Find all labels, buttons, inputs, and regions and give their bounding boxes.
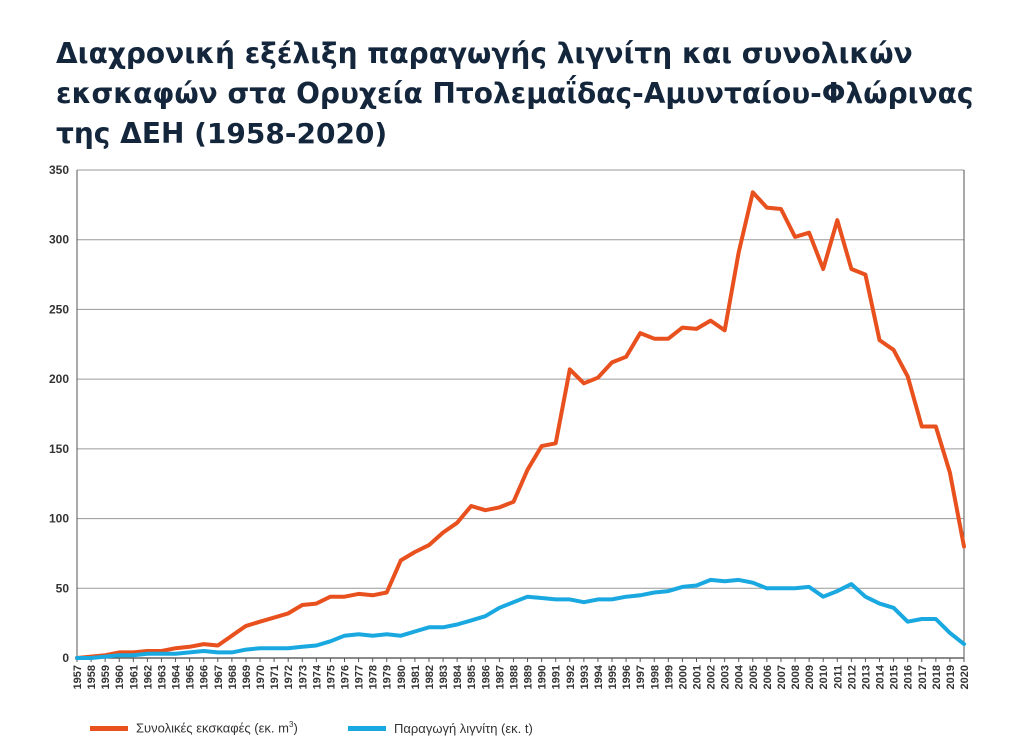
legend-swatch-lignite xyxy=(348,725,386,731)
x-tick-label: 2007 xyxy=(776,665,788,689)
chart-title: Διαχρονική εξέλιξη παραγωγής λιγνίτη και… xyxy=(56,37,974,150)
x-tick-label: 1989 xyxy=(523,665,535,689)
y-tick-label: 0 xyxy=(62,651,69,665)
legend-item-lignite: Παραγωγή λιγνίτη (εκ. t) xyxy=(348,718,533,738)
legend-item-excavation: Συνολικές εκσκαφές (εκ. m3) xyxy=(90,718,298,738)
x-tick-label: 2019 xyxy=(945,665,957,689)
x-tick-label: 1962 xyxy=(142,665,154,689)
x-tick-label: 1969 xyxy=(241,665,253,689)
x-tick-label: 1961 xyxy=(128,665,140,689)
x-tick-label: 1984 xyxy=(452,664,464,689)
series-lines xyxy=(75,190,966,660)
x-tick-label: 1967 xyxy=(213,665,225,689)
x-tick-label: 1975 xyxy=(325,665,337,689)
gridlines xyxy=(76,169,965,659)
x-tick-label: 1982 xyxy=(424,665,436,689)
x-tick-label: 1993 xyxy=(579,665,591,689)
x-tick-label: 2015 xyxy=(889,665,901,689)
x-tick-label: 1988 xyxy=(508,665,520,689)
y-tick-label: 50 xyxy=(56,581,70,595)
y-tick-label: 250 xyxy=(49,302,69,316)
x-tick-label: 1998 xyxy=(649,665,661,689)
y-axis-ticks: 0 50 100 150 200 250 300 350 xyxy=(49,163,69,665)
x-tick-label: 1976 xyxy=(340,665,352,689)
x-tick-label: 1981 xyxy=(410,665,422,689)
x-tick-label: 1978 xyxy=(368,665,380,689)
x-tick-label: 1977 xyxy=(354,665,366,689)
x-tick-label: 1991 xyxy=(551,665,563,689)
x-tick-label: 1974 xyxy=(311,664,323,689)
x-tick-label: 1996 xyxy=(621,665,633,689)
x-tick-label: 1992 xyxy=(565,665,577,689)
x-tick-label: 2010 xyxy=(818,665,830,689)
x-tick-label: 1985 xyxy=(466,665,478,689)
x-tick-label: 2012 xyxy=(846,665,858,689)
x-tick-label: 1964 xyxy=(171,664,183,689)
x-tick-label: 2005 xyxy=(748,665,760,689)
x-tick-label: 2000 xyxy=(677,665,689,689)
x-tick-label: 1972 xyxy=(283,665,295,689)
x-tick-label: 1960 xyxy=(114,665,126,689)
y-tick-label: 200 xyxy=(49,372,69,386)
x-tick-label: 2020 xyxy=(959,665,971,689)
x-tick-label: 1999 xyxy=(663,665,675,689)
x-tick-label: 2011 xyxy=(832,665,844,689)
x-tick-label: 2003 xyxy=(720,665,732,689)
x-tick-label: 1971 xyxy=(269,665,281,689)
x-axis-ticks: 1957 1958 1959 1960 1961 1962 1963 1964 1965 1966… xyxy=(72,658,971,689)
x-tick-label: 2008 xyxy=(790,665,802,689)
x-tick-label: 1973 xyxy=(297,665,309,689)
x-tick-label: 1966 xyxy=(199,665,211,689)
x-tick-label: 1979 xyxy=(382,665,394,689)
x-tick-label: 1995 xyxy=(607,665,619,689)
legend-label-lignite: Παραγωγή λιγνίτη (εκ. t) xyxy=(394,720,533,736)
x-tick-label: 1983 xyxy=(438,665,450,689)
legend-label-excavation: Συνολικές εκσκαφές (εκ. m3) xyxy=(136,720,298,736)
x-tick-label: 1986 xyxy=(480,665,492,689)
x-tick-label: 2018 xyxy=(931,665,943,689)
x-tick-label: 2006 xyxy=(762,665,774,689)
y-tick-label: 150 xyxy=(49,442,69,456)
x-tick-label: 2013 xyxy=(860,665,872,689)
x-tick-label: 1968 xyxy=(227,665,239,689)
x-tick-label: 1963 xyxy=(156,665,168,689)
x-tick-label: 2014 xyxy=(875,664,887,689)
x-tick-label: 1957 xyxy=(72,665,84,689)
x-tick-label: 1980 xyxy=(396,665,408,689)
y-tick-label: 300 xyxy=(49,233,69,247)
x-tick-label: 2001 xyxy=(691,665,703,689)
x-tick-label: 1997 xyxy=(635,665,647,689)
series-line-excavation xyxy=(75,190,966,660)
x-tick-label: 2016 xyxy=(903,665,915,689)
x-tick-label: 1958 xyxy=(86,665,98,689)
x-tick-label: 2017 xyxy=(917,665,929,689)
legend-swatch-excavation xyxy=(90,725,128,731)
y-tick-label: 100 xyxy=(49,512,69,526)
series-line-lignite xyxy=(75,577,966,660)
x-tick-label: 2004 xyxy=(734,664,746,689)
y-tick-label: 350 xyxy=(49,163,69,177)
x-tick-label: 1959 xyxy=(100,665,112,689)
x-tick-label: 2009 xyxy=(804,665,816,689)
x-tick-label: 1990 xyxy=(537,665,549,689)
x-tick-label: 1965 xyxy=(185,665,197,689)
x-tick-label: 2002 xyxy=(706,665,718,689)
x-tick-label: 1970 xyxy=(255,665,267,689)
x-tick-label: 1987 xyxy=(494,665,506,689)
x-tick-label: 1994 xyxy=(593,664,605,689)
